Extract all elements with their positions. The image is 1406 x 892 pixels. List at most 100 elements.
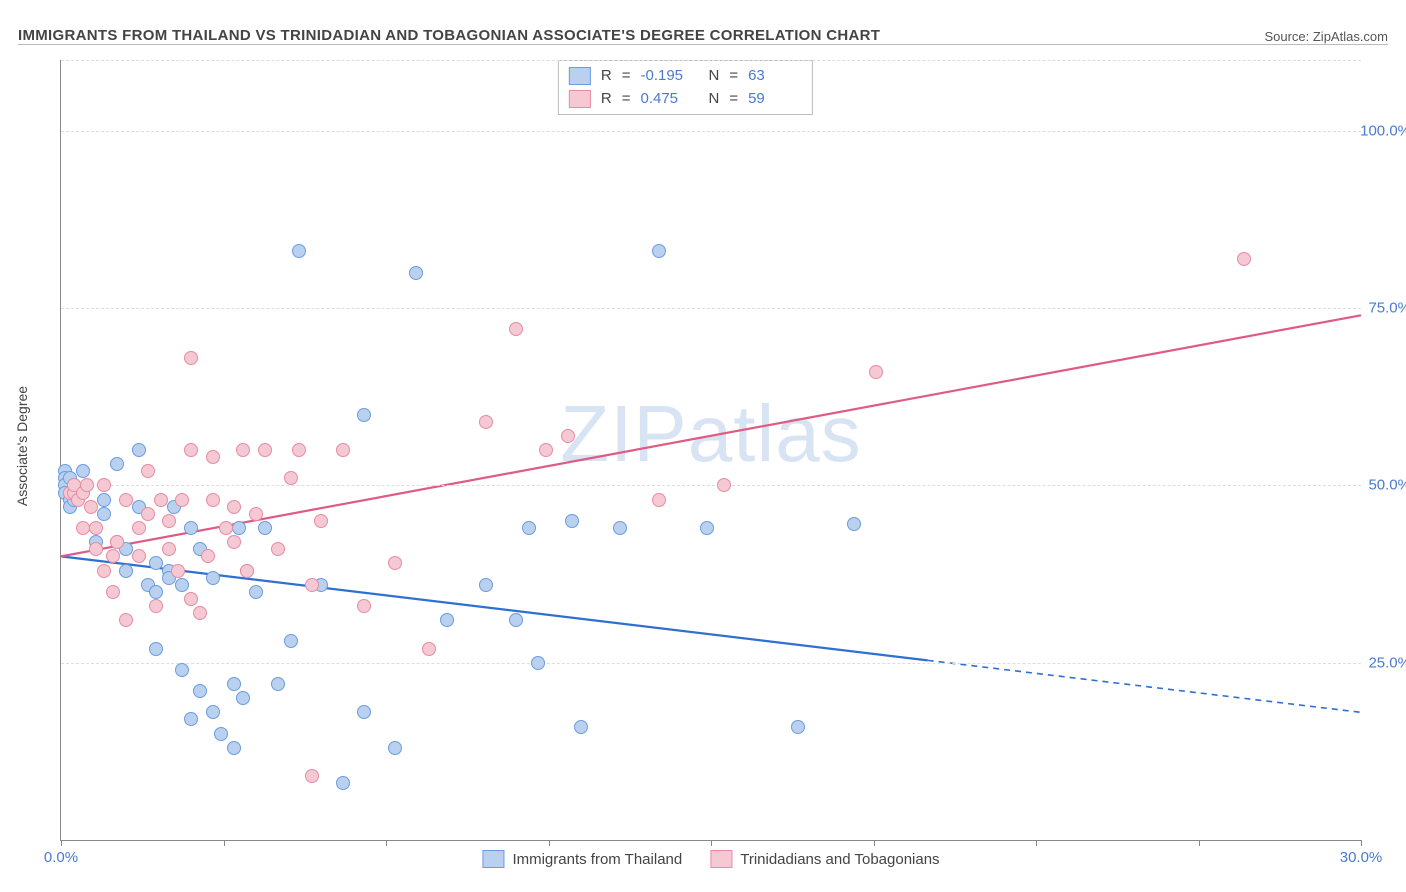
data-point <box>206 705 220 719</box>
data-point <box>292 443 306 457</box>
data-point <box>652 493 666 507</box>
data-point <box>227 677 241 691</box>
source-name: ZipAtlas.com <box>1313 29 1388 44</box>
data-point <box>89 542 103 556</box>
data-point <box>1237 252 1251 266</box>
x-tick-label: 0.0% <box>44 849 78 866</box>
data-point <box>97 507 111 521</box>
data-point <box>305 578 319 592</box>
data-point <box>422 642 436 656</box>
data-point <box>184 351 198 365</box>
y-tick-label: 75.0% <box>1368 300 1406 317</box>
data-point <box>717 478 731 492</box>
data-point <box>561 429 575 443</box>
data-point <box>271 542 285 556</box>
series-legend: Immigrants from ThailandTrinidadians and… <box>482 850 939 868</box>
data-point <box>184 712 198 726</box>
scatter-plot: ZIPatlas R=-0.195N=63R=0.475N=59 Immigra… <box>60 60 1361 841</box>
data-point <box>89 521 103 535</box>
data-point <box>76 521 90 535</box>
data-point <box>132 443 146 457</box>
data-point <box>284 471 298 485</box>
data-point <box>357 599 371 613</box>
data-point <box>193 606 207 620</box>
data-point <box>847 517 861 531</box>
data-point <box>184 592 198 606</box>
trend-line-dashed <box>928 660 1361 712</box>
data-point <box>791 720 805 734</box>
data-point <box>80 478 94 492</box>
data-point <box>240 564 254 578</box>
gridline <box>61 131 1361 132</box>
data-point <box>149 556 163 570</box>
data-point <box>171 564 185 578</box>
data-point <box>184 521 198 535</box>
data-point <box>258 521 272 535</box>
data-point <box>119 564 133 578</box>
data-point <box>284 634 298 648</box>
data-point <box>227 500 241 514</box>
data-point <box>149 642 163 656</box>
data-point <box>700 521 714 535</box>
data-point <box>119 613 133 627</box>
data-point <box>539 443 553 457</box>
data-point <box>175 493 189 507</box>
data-point <box>97 493 111 507</box>
data-point <box>84 500 98 514</box>
data-point <box>106 549 120 563</box>
data-point <box>206 493 220 507</box>
legend-item: Immigrants from Thailand <box>482 850 682 868</box>
data-point <box>162 514 176 528</box>
data-point <box>175 663 189 677</box>
data-point <box>162 542 176 556</box>
data-point <box>132 521 146 535</box>
gridline <box>61 308 1361 309</box>
data-point <box>214 727 228 741</box>
legend-swatch <box>482 850 504 868</box>
x-tick <box>386 840 387 846</box>
legend-swatch <box>710 850 732 868</box>
data-point <box>97 564 111 578</box>
data-point <box>141 507 155 521</box>
data-point <box>206 450 220 464</box>
data-point <box>110 535 124 549</box>
data-point <box>509 322 523 336</box>
title-bar: IMMIGRANTS FROM THAILAND VS TRINIDADIAN … <box>18 18 1388 45</box>
data-point <box>479 415 493 429</box>
data-point <box>292 244 306 258</box>
data-point <box>336 443 350 457</box>
y-axis-title: Associate's Degree <box>14 386 30 506</box>
y-tick-label: 25.0% <box>1368 654 1406 671</box>
chart-title: IMMIGRANTS FROM THAILAND VS TRINIDADIAN … <box>18 27 880 44</box>
data-point <box>201 549 215 563</box>
x-tick <box>549 840 550 846</box>
data-point <box>249 507 263 521</box>
data-point <box>565 514 579 528</box>
x-tick <box>224 840 225 846</box>
y-tick-label: 50.0% <box>1368 477 1406 494</box>
gridline <box>61 485 1361 486</box>
data-point <box>409 266 423 280</box>
data-point <box>227 535 241 549</box>
data-point <box>97 478 111 492</box>
data-point <box>357 408 371 422</box>
data-point <box>132 549 146 563</box>
data-point <box>232 521 246 535</box>
data-point <box>440 613 454 627</box>
trend-lines <box>61 60 1361 840</box>
data-point <box>479 578 493 592</box>
x-tick <box>61 840 62 846</box>
data-point <box>141 464 155 478</box>
data-point <box>106 585 120 599</box>
data-point <box>76 464 90 478</box>
data-point <box>119 493 133 507</box>
data-point <box>236 691 250 705</box>
data-point <box>509 613 523 627</box>
data-point <box>258 443 272 457</box>
data-point <box>522 521 536 535</box>
data-point <box>219 521 233 535</box>
trend-line <box>61 556 928 660</box>
data-point <box>613 521 627 535</box>
data-point <box>271 677 285 691</box>
data-point <box>336 776 350 790</box>
